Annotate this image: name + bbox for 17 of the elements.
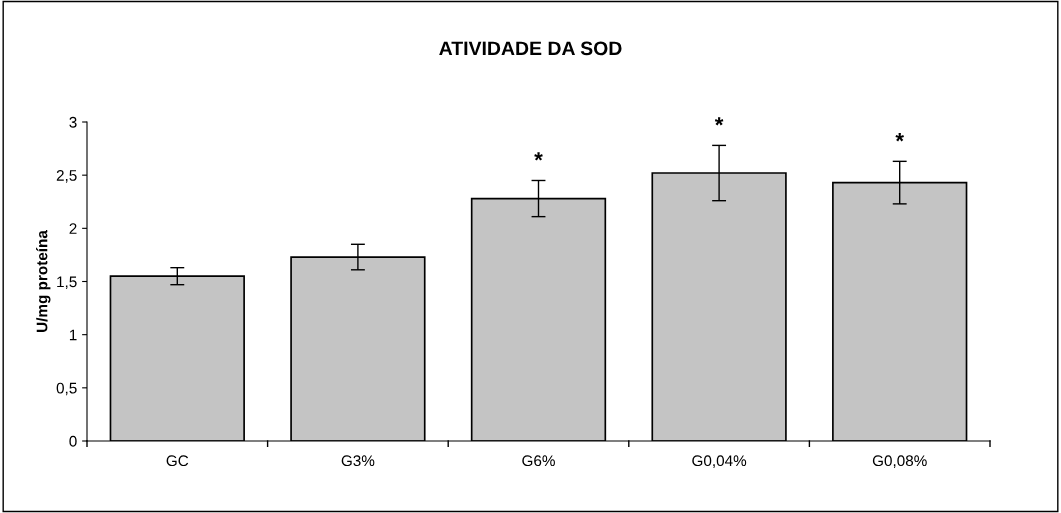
y-tick-label: 0,5 — [56, 382, 77, 396]
x-tick-label: G0,04% — [692, 455, 747, 468]
y-tick-label: 1,5 — [57, 276, 77, 289]
y-tick-label: 3 — [69, 116, 77, 128]
x-tick-label: G3% — [341, 455, 375, 467]
annotation: * — [714, 117, 724, 126]
annotation: * — [895, 133, 904, 142]
x-tick-label: GC — [166, 455, 189, 467]
y-tick-label: 2,5 — [56, 170, 77, 183]
x-tick-label: G0,08% — [872, 455, 927, 468]
y-axis-title: U/mg proteína — [36, 230, 51, 332]
x-tick-label: G6% — [522, 455, 555, 467]
y-tick-label: 2 — [69, 223, 77, 234]
annotation: * — [534, 152, 543, 161]
y-tick-label: 0 — [69, 435, 77, 447]
y-tick-label: 1 — [69, 329, 77, 341]
chart-title: ATIVIDADE DA SOD — [439, 41, 622, 56]
